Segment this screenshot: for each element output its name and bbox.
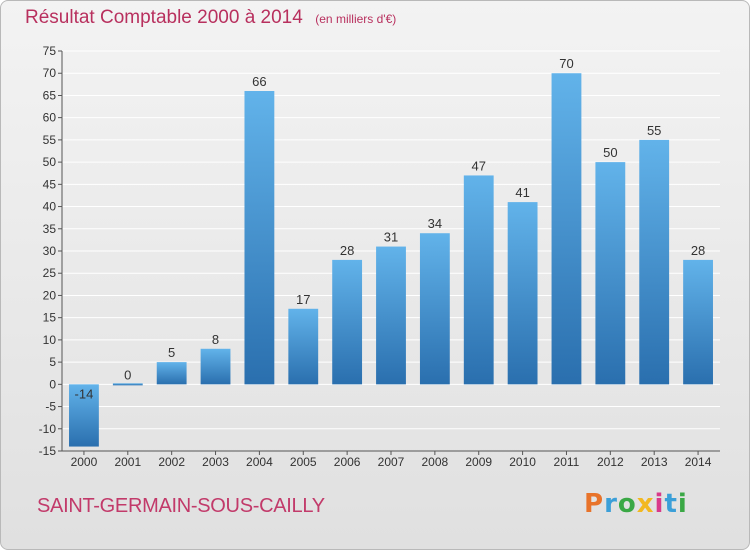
chart-title: Résultat Comptable 2000 à 2014 (25, 7, 303, 28)
proxiti-logo: Proxiti (584, 489, 688, 519)
bar (551, 73, 582, 385)
x-tick-label: 2012 (597, 455, 624, 469)
logo-letter: o (617, 489, 637, 519)
data-label: 8 (212, 332, 219, 347)
x-tick-label: 2014 (685, 455, 712, 469)
x-tick-label: 2007 (378, 455, 405, 469)
data-label: 70 (559, 56, 573, 71)
y-tick-label: 10 (43, 333, 57, 347)
y-tick-label: -5 (45, 400, 56, 414)
data-label: 50 (603, 145, 617, 160)
bar (156, 362, 187, 385)
x-tick-label: 2003 (202, 455, 229, 469)
logo-letter: i (654, 489, 665, 519)
logo-letter: x (636, 489, 655, 519)
data-label: 28 (691, 243, 705, 258)
unit-note: (en milliers d'€) (315, 12, 397, 26)
bar (595, 162, 626, 385)
bar (69, 384, 99, 447)
x-tick-label: 2001 (114, 455, 141, 469)
bar (463, 175, 494, 385)
y-tick-label: 70 (43, 66, 57, 80)
bar (683, 259, 713, 385)
y-tick-label: 50 (43, 155, 57, 169)
data-label: 31 (384, 230, 398, 245)
data-label: 17 (296, 292, 310, 307)
y-tick-label: 20 (43, 288, 57, 302)
x-tick-label: 2010 (509, 455, 536, 469)
data-label: -14 (75, 386, 94, 401)
y-tick-label: 65 (43, 88, 57, 102)
bar (200, 348, 231, 385)
bar (639, 139, 670, 385)
bar (376, 246, 406, 385)
y-tick-label: -15 (39, 444, 57, 458)
data-label: 5 (168, 345, 175, 360)
bar (244, 91, 275, 385)
commune-name: SAINT-GERMAIN-SOUS-CAILLY (37, 495, 325, 517)
data-label: 47 (471, 158, 485, 173)
x-tick-label: 2004 (246, 455, 273, 469)
bar (332, 259, 363, 385)
bar (419, 233, 450, 385)
x-tick-label: 2005 (290, 455, 317, 469)
data-label: 34 (428, 216, 442, 231)
y-tick-label: 55 (43, 133, 57, 147)
bar (507, 202, 538, 385)
data-label: 55 (647, 123, 661, 138)
y-tick-label: 60 (43, 111, 57, 125)
logo-letter: P (584, 489, 605, 519)
x-tick-label: 2013 (641, 455, 668, 469)
x-tick-label: 2000 (71, 455, 98, 469)
y-tick-label: 45 (43, 177, 57, 191)
logo-letter: t (664, 489, 678, 519)
x-tick-label: 2011 (554, 455, 580, 469)
bars (69, 73, 713, 447)
data-label: 41 (515, 185, 529, 200)
y-tick-label: 15 (43, 311, 57, 325)
data-label: 0 (124, 367, 131, 382)
bar (112, 383, 143, 386)
data-label: 66 (252, 74, 266, 89)
x-tick-label: 2002 (158, 455, 185, 469)
y-tick-label: 5 (49, 355, 56, 369)
y-tick-label: 40 (43, 200, 57, 214)
logo-letter: r (604, 489, 618, 519)
logo-letter: i (677, 489, 688, 519)
y-tick-label: 35 (43, 222, 57, 236)
y-tick-label: 75 (43, 44, 57, 58)
data-label: 28 (340, 243, 354, 258)
y-tick-label: 30 (43, 244, 57, 258)
title-row: Résultat Comptable 2000 à 2014 (en milli… (25, 7, 396, 29)
y-tick-label: -10 (39, 422, 57, 436)
y-tick-label: 25 (43, 266, 57, 280)
x-tick-label: 2006 (334, 455, 361, 469)
y-tick-label: 0 (49, 377, 56, 391)
bar (288, 308, 319, 385)
x-tick-label: 2008 (422, 455, 449, 469)
x-tick-label: 2009 (465, 455, 492, 469)
labels: 2000 -14 2001 0 2002 5 2003 8 2004 66 2005 17 2006 28… (71, 56, 712, 469)
